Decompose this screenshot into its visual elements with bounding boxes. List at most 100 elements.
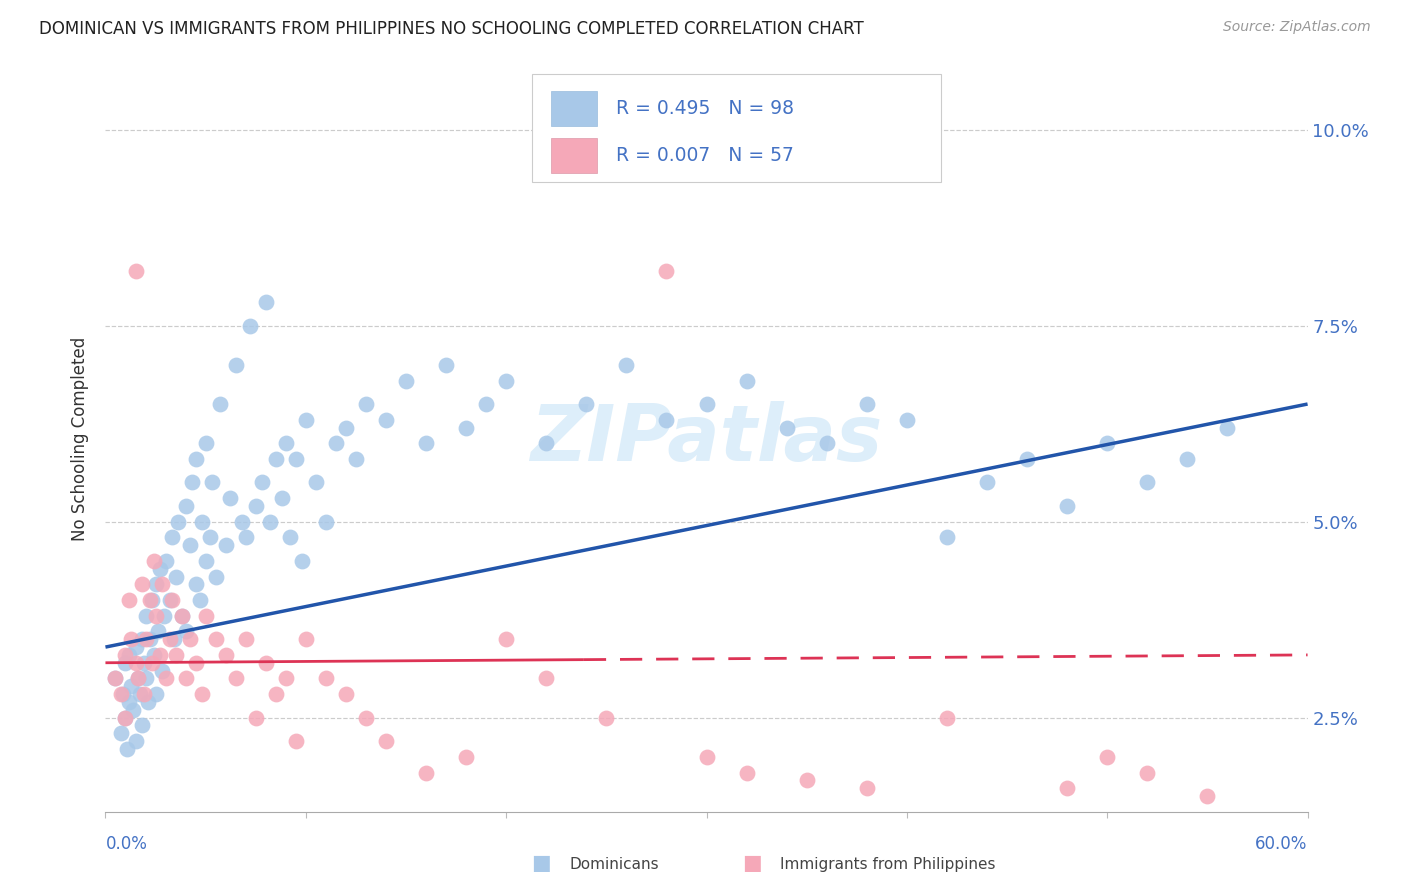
Point xyxy=(315,672,337,686)
Point xyxy=(1136,765,1159,780)
Point xyxy=(118,648,141,662)
Text: Source: ZipAtlas.com: Source: ZipAtlas.com xyxy=(1223,20,1371,34)
Point xyxy=(145,608,167,623)
Point xyxy=(454,420,477,434)
Point xyxy=(166,515,188,529)
Point xyxy=(155,672,177,686)
Point xyxy=(245,499,267,513)
Point xyxy=(976,475,998,490)
Point xyxy=(145,687,167,701)
Point xyxy=(118,593,141,607)
Point xyxy=(141,593,163,607)
Point xyxy=(114,648,136,662)
Point xyxy=(121,632,143,647)
Point xyxy=(335,420,357,434)
Point xyxy=(145,577,167,591)
Point xyxy=(235,632,257,647)
FancyBboxPatch shape xyxy=(533,74,941,182)
Point xyxy=(188,593,211,607)
Point xyxy=(274,436,297,450)
Point xyxy=(146,624,169,639)
Point xyxy=(250,475,273,490)
Point xyxy=(152,608,174,623)
Point xyxy=(148,562,170,576)
Point xyxy=(104,672,127,686)
Point xyxy=(194,554,217,568)
Point xyxy=(127,672,149,686)
Point xyxy=(160,593,183,607)
Point xyxy=(374,413,398,427)
Point xyxy=(150,577,173,591)
Point xyxy=(225,672,247,686)
Point xyxy=(344,451,367,466)
Point xyxy=(325,436,347,450)
Point xyxy=(225,358,247,372)
Point xyxy=(855,397,877,411)
Point xyxy=(174,499,197,513)
Point xyxy=(495,632,517,647)
Point xyxy=(190,687,212,701)
Point xyxy=(180,475,202,490)
Point xyxy=(616,358,638,372)
Point xyxy=(1017,451,1039,466)
Point xyxy=(214,538,236,552)
Point xyxy=(575,397,598,411)
Point xyxy=(128,687,150,701)
Point xyxy=(315,515,337,529)
Point xyxy=(135,632,157,647)
Point xyxy=(1056,499,1078,513)
Point xyxy=(184,451,207,466)
Point xyxy=(104,672,127,686)
Point xyxy=(114,711,136,725)
Point xyxy=(284,734,307,748)
Point xyxy=(305,475,328,490)
Point xyxy=(696,749,718,764)
Point xyxy=(284,451,307,466)
Point xyxy=(214,648,236,662)
Point xyxy=(184,577,207,591)
Point xyxy=(160,530,183,544)
Point xyxy=(124,640,146,654)
Point xyxy=(495,374,517,388)
Point xyxy=(124,264,146,278)
Point xyxy=(132,687,155,701)
Point xyxy=(1097,436,1119,450)
Point xyxy=(184,656,207,670)
Point xyxy=(132,656,155,670)
Text: ■: ■ xyxy=(531,853,551,872)
Point xyxy=(896,413,918,427)
Point xyxy=(295,632,318,647)
Point xyxy=(245,711,267,725)
Point xyxy=(162,632,184,647)
Point xyxy=(114,656,136,670)
Point xyxy=(354,711,377,725)
Point xyxy=(121,679,143,693)
Point xyxy=(174,624,197,639)
Point xyxy=(124,734,146,748)
Point xyxy=(110,687,132,701)
Point xyxy=(415,436,437,450)
Point xyxy=(1216,420,1239,434)
Point xyxy=(534,436,557,450)
Point xyxy=(122,703,145,717)
Text: 0.0%: 0.0% xyxy=(105,835,148,853)
Point xyxy=(218,491,240,505)
Point xyxy=(278,530,301,544)
Point xyxy=(395,374,418,388)
Point xyxy=(155,554,177,568)
Text: ■: ■ xyxy=(742,853,762,872)
Point xyxy=(1056,781,1078,796)
Point xyxy=(131,577,153,591)
Point xyxy=(415,765,437,780)
Point xyxy=(274,672,297,686)
Point xyxy=(204,569,226,583)
Point xyxy=(148,648,170,662)
Point xyxy=(1136,475,1159,490)
Point xyxy=(142,648,165,662)
Point xyxy=(1197,789,1219,803)
Point xyxy=(112,687,135,701)
Point xyxy=(335,687,357,701)
Point xyxy=(124,656,146,670)
FancyBboxPatch shape xyxy=(551,91,598,127)
Point xyxy=(259,515,281,529)
